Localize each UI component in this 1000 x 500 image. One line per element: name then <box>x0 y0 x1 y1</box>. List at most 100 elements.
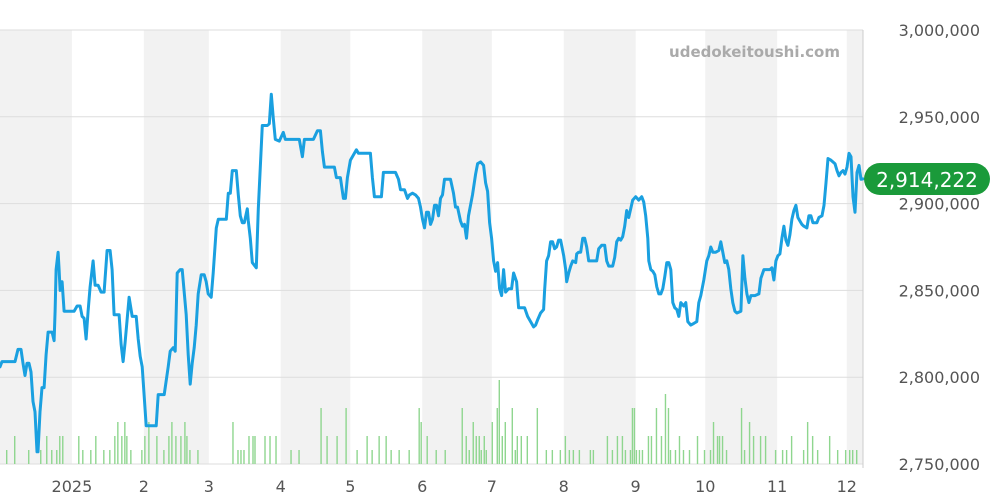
y-tick-label: 2,950,000 <box>899 108 980 127</box>
volume-bar <box>664 394 667 464</box>
volume-bar <box>252 436 254 464</box>
volume-bar <box>418 408 420 464</box>
volume-bar <box>828 436 831 464</box>
volume-bar <box>336 436 338 464</box>
y-axis: 3,000,000 2,950,000 2,900,000 2,850,000 2,80… <box>899 21 980 474</box>
volume-bar <box>606 436 609 464</box>
volume-bar <box>633 408 636 464</box>
volume-bar <box>647 436 650 464</box>
volume-bar <box>564 436 567 464</box>
volume-bar <box>156 436 158 464</box>
volume-bar <box>6 450 8 464</box>
volume-bar <box>184 422 186 464</box>
volume-bar <box>468 450 470 464</box>
volume-bar <box>186 436 188 464</box>
volume-bar <box>103 450 105 464</box>
volume-bar <box>124 422 126 464</box>
volume-bar <box>114 436 116 464</box>
volume-bar <box>759 436 762 464</box>
volume-bar <box>516 436 518 464</box>
x-tick-label: 10 <box>695 477 715 496</box>
volume-bar <box>478 436 480 464</box>
volume-bar <box>51 450 53 464</box>
volume-bar <box>611 450 614 464</box>
volume-bar <box>785 450 788 464</box>
y-tick-label: 2,750,000 <box>899 455 980 474</box>
volume-bar <box>655 408 658 464</box>
x-tick-label: 5 <box>345 477 355 496</box>
volume-bar <box>638 450 641 464</box>
volume-bar <box>59 436 61 464</box>
volume-bar <box>237 450 239 464</box>
volume-bar <box>496 408 498 464</box>
volume-bar <box>674 450 677 464</box>
volume-bar <box>385 436 387 464</box>
volume-bar <box>326 436 328 464</box>
volume-bar <box>62 436 64 464</box>
volume-bar <box>520 436 523 464</box>
volume-bar <box>480 450 482 464</box>
volume-bar <box>712 422 715 464</box>
volume-bar <box>764 436 767 464</box>
volume-bar <box>716 436 719 464</box>
volume-bar <box>551 450 554 464</box>
month-band <box>0 30 72 464</box>
volume-bar <box>650 436 653 464</box>
volume-bar <box>721 436 724 464</box>
volume-bar <box>95 436 97 464</box>
volume-bar <box>180 436 182 464</box>
volume-bar <box>269 436 271 464</box>
y-tick-label: 3,000,000 <box>899 21 980 40</box>
volume-bar <box>398 450 400 464</box>
volume-bar <box>298 450 300 464</box>
volume-bar <box>475 436 477 464</box>
volume-bar <box>781 450 784 464</box>
volume-bar <box>345 408 347 464</box>
volume-bar <box>748 422 751 464</box>
volume-bar <box>420 422 422 464</box>
month-band <box>280 30 351 464</box>
price-line <box>0 92 865 454</box>
volume-bar <box>855 450 858 464</box>
current-value-label: 2,914,222 <box>876 168 978 192</box>
volume-bar <box>144 436 146 464</box>
volume-bar <box>592 450 595 464</box>
volume-bar <box>514 450 516 464</box>
volume-bar <box>121 436 123 464</box>
volume-bar <box>117 422 119 464</box>
volume-bar <box>290 450 292 464</box>
volume-bar <box>848 450 851 464</box>
volume-bar <box>572 450 575 464</box>
current-value-badge-bg <box>864 163 990 195</box>
x-tick-label: 11 <box>767 477 787 496</box>
volume-bar <box>851 450 854 464</box>
volume-bar <box>485 450 487 464</box>
volume-bar <box>578 450 581 464</box>
volume-bar <box>28 450 30 464</box>
x-tick-label: 4 <box>276 477 286 496</box>
volume-bar <box>703 450 706 464</box>
volume-bar <box>78 436 80 464</box>
volume-bar <box>536 408 539 464</box>
volume-bar <box>709 450 712 464</box>
volume-bar <box>56 450 58 464</box>
volume-bar <box>806 422 809 464</box>
volume-bar <box>426 436 428 464</box>
volume-bar <box>621 436 624 464</box>
volume-bar <box>641 450 644 464</box>
month-bands <box>0 30 863 464</box>
volume-bar <box>836 450 839 464</box>
volume-bar <box>232 422 234 464</box>
volume-bar <box>545 450 548 464</box>
volume-bar <box>774 450 777 464</box>
volume-bar <box>90 450 92 464</box>
volume-bar <box>197 450 199 464</box>
volume-bar <box>356 450 358 464</box>
month-band <box>143 30 209 464</box>
volume-bar <box>109 450 111 464</box>
volume-bar <box>243 450 245 464</box>
volume-bar <box>168 436 170 464</box>
volume-bar <box>163 450 165 464</box>
volume-bar <box>511 408 513 464</box>
